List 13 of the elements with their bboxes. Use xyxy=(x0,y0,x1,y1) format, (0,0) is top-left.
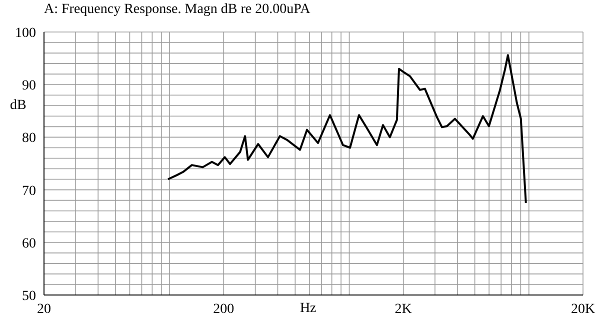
y-tick-label: 50 xyxy=(22,288,36,304)
x-tick-label: 2K xyxy=(394,302,412,317)
y-tick-label: 90 xyxy=(22,78,36,94)
x-axis-title: Hz xyxy=(300,301,316,316)
chart-title: A: Frequency Response. Magn dB re 20.00uPA xyxy=(44,2,310,18)
y-axis-title: dB xyxy=(10,98,26,113)
x-tick-label: 200 xyxy=(213,302,234,317)
y-tick-label: 80 xyxy=(22,131,36,146)
x-tick-label: 20 xyxy=(37,302,51,317)
x-tick-label: 20K xyxy=(570,302,596,317)
y-tick-label: 60 xyxy=(22,236,36,252)
y-tick-label: 70 xyxy=(22,184,36,199)
y-tick-label: 100 xyxy=(15,26,36,41)
